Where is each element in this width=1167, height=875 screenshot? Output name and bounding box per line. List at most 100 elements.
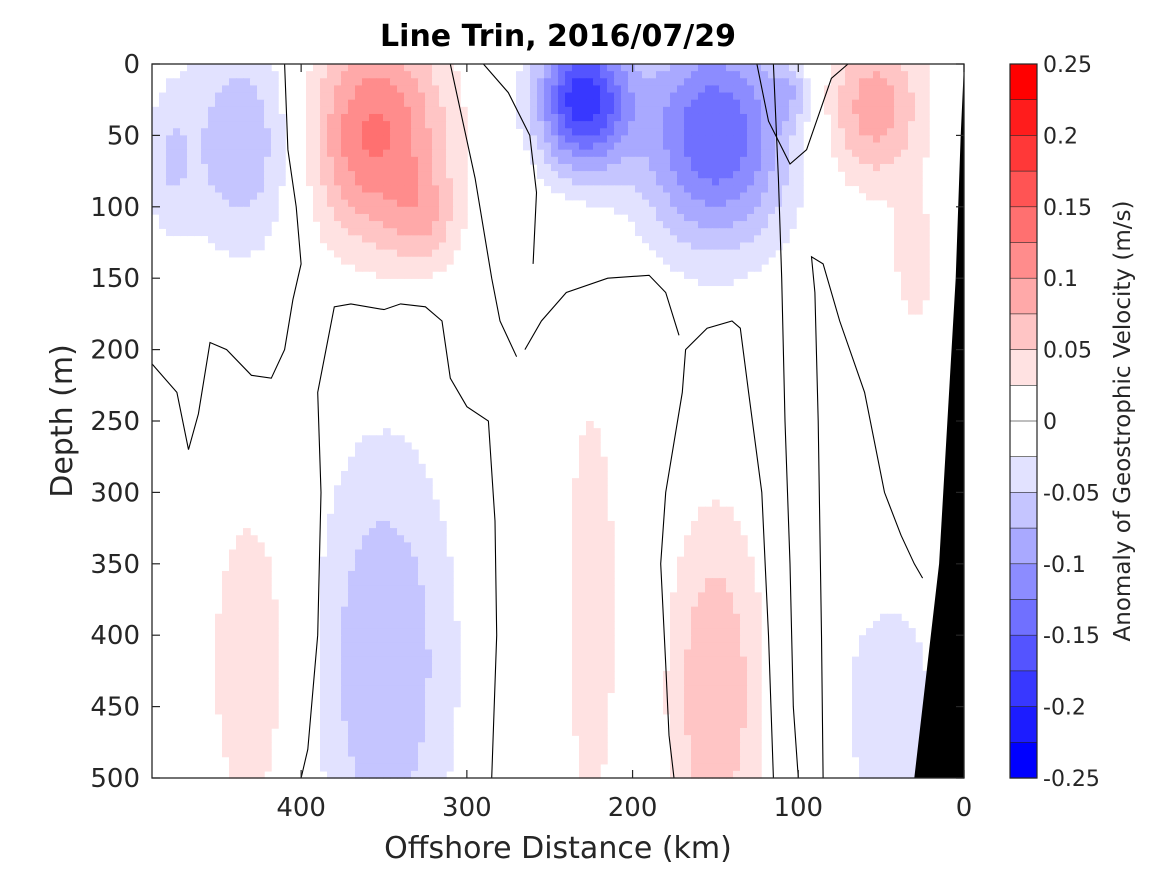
anomaly-cell (677, 585, 685, 594)
anomaly-cell (635, 178, 643, 187)
anomaly-cell (740, 221, 748, 229)
anomaly-cell (719, 635, 727, 644)
anomaly-cell (789, 149, 797, 158)
anomaly-cell (572, 163, 580, 172)
anomaly-cell (271, 649, 279, 658)
anomaly-cell (215, 242, 223, 251)
anomaly-cell (250, 585, 258, 594)
anomaly-cell (313, 185, 321, 194)
anomaly-cell (208, 235, 216, 244)
anomaly-cell (320, 628, 328, 636)
anomaly-cell (747, 221, 755, 229)
anomaly-cell (334, 685, 342, 694)
anomaly-cell (404, 92, 412, 101)
anomaly-cell (397, 506, 405, 515)
anomaly-cell (404, 156, 412, 165)
anomaly-cell (243, 542, 251, 551)
anomaly-cell (614, 106, 622, 115)
anomaly-cell (243, 678, 251, 686)
anomaly-cell (901, 142, 909, 151)
anomaly-cell (677, 171, 685, 179)
anomaly-cell (866, 699, 874, 708)
anomaly-cell (901, 735, 909, 743)
anomaly-cell (593, 135, 601, 144)
anomaly-cell (236, 249, 244, 258)
anomaly-cell (698, 278, 706, 287)
anomaly-cell (635, 149, 643, 158)
anomaly-cell (397, 592, 405, 601)
anomaly-cell (733, 242, 741, 251)
anomaly-cell (572, 78, 580, 87)
anomaly-cell (215, 199, 223, 208)
anomaly-cell (733, 106, 741, 115)
anomaly-cell (719, 649, 727, 658)
anomaly-cell (432, 692, 440, 701)
anomaly-cell (600, 121, 608, 129)
anomaly-cell (684, 542, 692, 551)
anomaly-cell (705, 163, 713, 172)
anomaly-cell (390, 570, 398, 579)
anomaly-cell (369, 449, 377, 458)
anomaly-cell (376, 213, 384, 222)
anomaly-cell (390, 685, 398, 694)
anomaly-cell (880, 628, 888, 636)
anomaly-cell (684, 256, 692, 265)
anomaly-cell (362, 99, 370, 108)
anomaly-cell (558, 149, 566, 158)
anomaly-cell (187, 206, 195, 215)
anomaly-cell (705, 706, 713, 715)
anomaly-cell (579, 506, 587, 515)
anomaly-cell (621, 64, 629, 72)
anomaly-cell (691, 670, 699, 679)
anomaly-cell (586, 520, 594, 529)
anomaly-cell (327, 171, 335, 179)
anomaly-cell (355, 492, 363, 501)
anomaly-cell (243, 113, 251, 122)
anomaly-cell (362, 713, 370, 722)
anomaly-cell (390, 592, 398, 601)
anomaly-cell (789, 192, 797, 201)
anomaly-cell (586, 135, 594, 144)
anomaly-cell (705, 585, 713, 594)
anomaly-cell (404, 178, 412, 187)
anomaly-cell (719, 249, 727, 258)
anomaly-cell (215, 635, 223, 644)
anomaly-cell (432, 742, 440, 751)
anomaly-cell (264, 620, 272, 629)
anomaly-cell (579, 706, 587, 715)
anomaly-cell (215, 206, 223, 215)
anomaly-cell (327, 142, 335, 151)
anomaly-cell (719, 64, 727, 72)
anomaly-cell (551, 149, 559, 158)
anomaly-cell (257, 106, 265, 115)
anomaly-cell (691, 242, 699, 251)
anomaly-cell (432, 242, 440, 251)
anomaly-cell (621, 135, 629, 144)
anomaly-cell (726, 749, 734, 758)
anomaly-cell (887, 670, 895, 679)
anomaly-cell (698, 542, 706, 551)
anomaly-cell (341, 113, 349, 122)
anomaly-cell (691, 742, 699, 751)
anomaly-cell (859, 642, 867, 651)
anomaly-cell (418, 513, 426, 522)
anomaly-cell (327, 563, 335, 572)
anomaly-cell (600, 142, 608, 151)
anomaly-cell (341, 720, 349, 729)
anomaly-cell (376, 206, 384, 215)
anomaly-cell (194, 78, 202, 87)
colorbar-tick-label: 0.05 (1043, 339, 1092, 364)
anomaly-cell (390, 213, 398, 222)
anomaly-cell (411, 499, 419, 508)
anomaly-cell (908, 628, 916, 636)
anomaly-cell (733, 756, 741, 765)
anomaly-cell (236, 720, 244, 729)
anomaly-cell (579, 492, 587, 501)
anomaly-cell (859, 742, 867, 751)
anomaly-cell (642, 149, 650, 158)
anomaly-cell (698, 199, 706, 208)
anomaly-cell (705, 735, 713, 743)
anomaly-cell (908, 228, 916, 237)
anomaly-cell (348, 121, 356, 129)
anomaly-cell (383, 463, 391, 472)
